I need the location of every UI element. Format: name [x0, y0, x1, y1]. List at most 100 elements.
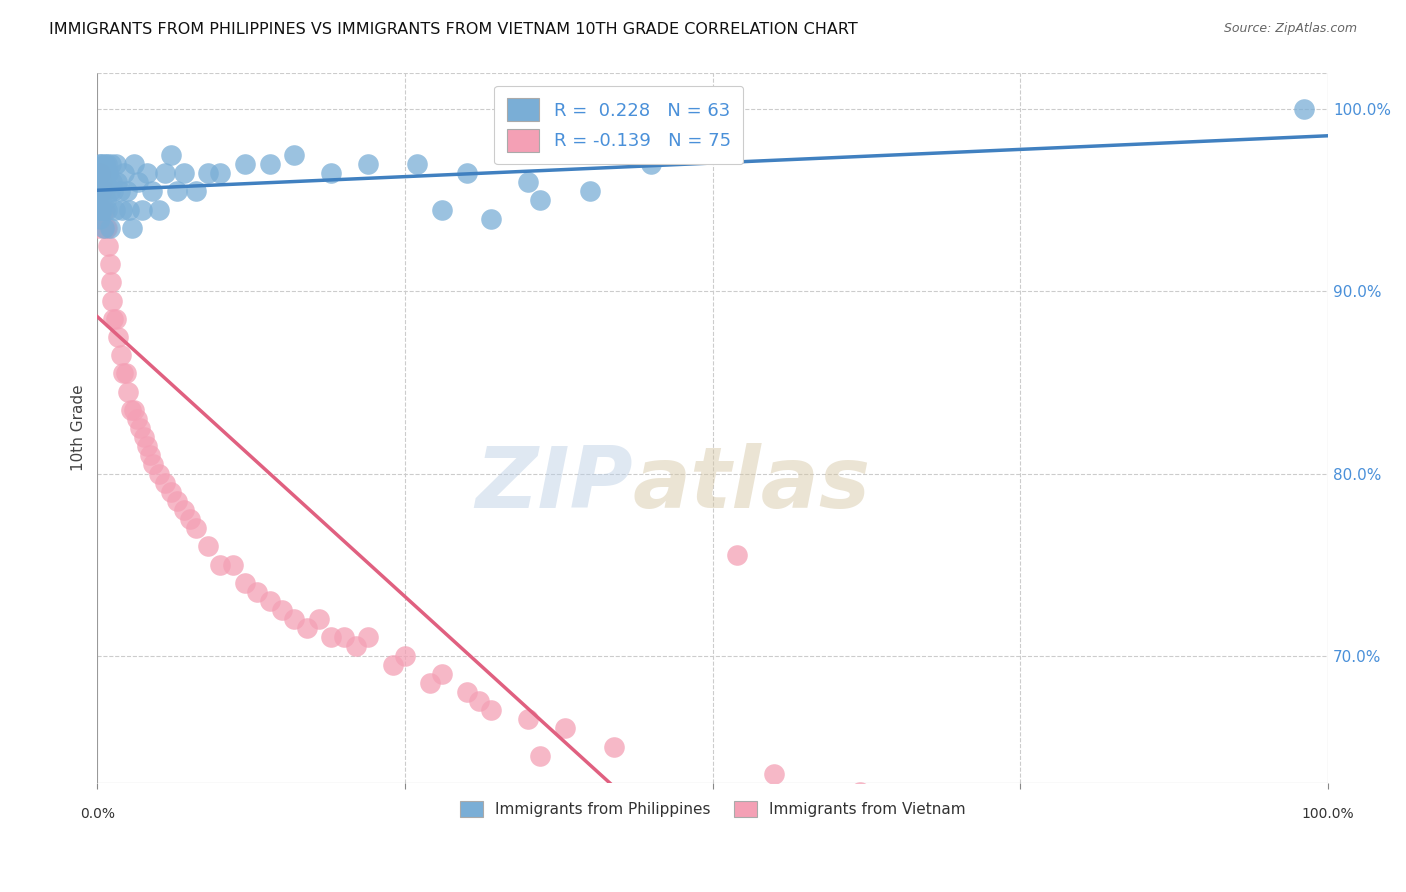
Point: [124, 402, 146, 417]
Point: [246, 585, 269, 599]
Point: [86, 202, 108, 217]
Point: [479, 703, 502, 717]
Point: [91, 166, 114, 180]
Point: [148, 202, 170, 217]
Point: [87, 166, 110, 180]
Point: [554, 722, 576, 736]
Point: [430, 202, 453, 217]
Point: [173, 166, 195, 180]
Point: [124, 157, 146, 171]
Point: [134, 430, 156, 444]
Point: [117, 384, 139, 399]
Point: [105, 175, 128, 189]
Point: [456, 685, 478, 699]
Point: [127, 175, 149, 189]
Point: [295, 621, 318, 635]
Point: [90, 166, 112, 180]
Point: [108, 184, 131, 198]
Point: [89, 184, 111, 198]
Point: [131, 202, 153, 217]
Point: [209, 166, 232, 180]
Point: [166, 184, 188, 198]
Point: [87, 202, 110, 217]
Point: [91, 184, 114, 198]
Point: [87, 220, 110, 235]
Point: [86, 175, 108, 189]
Point: [93, 175, 115, 189]
Point: [89, 202, 111, 217]
Point: [90, 202, 112, 217]
Point: [98, 220, 121, 235]
Point: [93, 157, 115, 171]
Point: [86, 184, 108, 198]
Point: [103, 202, 125, 217]
Point: [406, 157, 429, 171]
Point: [90, 157, 112, 171]
Point: [259, 594, 281, 608]
Text: Source: ZipAtlas.com: Source: ZipAtlas.com: [1223, 22, 1357, 36]
Point: [112, 367, 135, 381]
Point: [98, 184, 121, 198]
Point: [357, 157, 380, 171]
Point: [120, 402, 142, 417]
Legend: Immigrants from Philippines, Immigrants from Vietnam: Immigrants from Philippines, Immigrants …: [453, 794, 973, 825]
Point: [103, 184, 125, 198]
Point: [357, 631, 380, 645]
Point: [104, 157, 127, 171]
Point: [468, 694, 491, 708]
Point: [93, 184, 115, 198]
Point: [93, 202, 115, 217]
Point: [725, 549, 748, 563]
Point: [89, 157, 111, 171]
Point: [103, 311, 125, 326]
Point: [89, 211, 111, 226]
Point: [233, 157, 256, 171]
Point: [98, 257, 121, 271]
Point: [96, 202, 118, 217]
Point: [93, 202, 115, 217]
Point: [197, 166, 219, 180]
Point: [96, 220, 118, 235]
Point: [283, 148, 305, 162]
Point: [578, 184, 600, 198]
Text: 100.0%: 100.0%: [1302, 806, 1354, 821]
Point: [160, 484, 183, 499]
Point: [89, 166, 111, 180]
Point: [344, 640, 367, 654]
Text: atlas: atlas: [633, 443, 870, 526]
Point: [849, 785, 872, 799]
Point: [321, 631, 343, 645]
Text: IMMIGRANTS FROM PHILIPPINES VS IMMIGRANTS FROM VIETNAM 10TH GRADE CORRELATION CH: IMMIGRANTS FROM PHILIPPINES VS IMMIGRANT…: [49, 22, 858, 37]
Point: [222, 558, 245, 572]
Point: [118, 202, 141, 217]
Point: [430, 666, 453, 681]
Point: [259, 157, 281, 171]
Point: [332, 631, 354, 645]
Point: [87, 184, 110, 198]
Point: [100, 276, 122, 290]
Point: [184, 521, 207, 535]
Point: [603, 739, 626, 754]
Point: [135, 439, 157, 453]
Point: [640, 157, 662, 171]
Point: [112, 166, 135, 180]
Point: [271, 603, 294, 617]
Point: [87, 194, 110, 208]
Point: [94, 194, 117, 208]
Point: [209, 558, 232, 572]
Point: [763, 767, 786, 781]
Point: [91, 184, 114, 198]
Point: [96, 157, 118, 171]
Point: [141, 184, 163, 198]
Point: [179, 512, 201, 526]
Point: [233, 575, 256, 590]
Point: [110, 348, 132, 362]
Point: [321, 166, 343, 180]
Point: [91, 175, 114, 189]
Point: [517, 175, 540, 189]
Point: [173, 503, 195, 517]
Point: [111, 202, 134, 217]
Point: [107, 330, 129, 344]
Point: [153, 166, 176, 180]
Point: [90, 202, 112, 217]
